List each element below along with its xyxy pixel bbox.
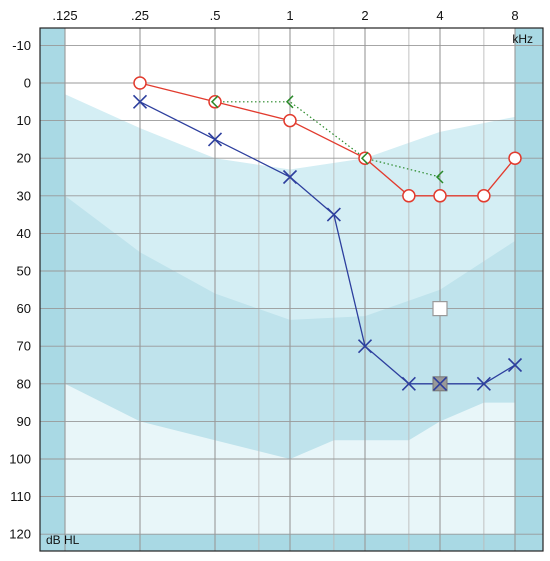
x-marker: [282, 169, 298, 185]
y-tick-labels: -10 0 10 20 30 40 50 60 70 80 90 100 110 120: [9, 38, 31, 542]
side-bands: [40, 28, 543, 551]
y-tick-label: 80: [17, 376, 31, 391]
x-marker: [326, 207, 341, 222]
y-tick-label: 10: [17, 113, 31, 128]
x-tick-label: .125: [52, 8, 77, 23]
x-tick-label: 1: [286, 8, 293, 23]
x-tick-label: 8: [511, 8, 518, 23]
circle-marker: [477, 189, 491, 203]
y-tick-label: 30: [17, 188, 31, 203]
left-side-band: [40, 28, 65, 551]
circle-marker: [133, 76, 147, 90]
series-line-1: [139, 82, 516, 197]
y-tick-label: 40: [17, 226, 31, 241]
y-unit-label: dB HL: [46, 533, 80, 547]
open-square-marker: [432, 301, 448, 317]
x-marker: [357, 339, 373, 354]
data-markers: [132, 76, 523, 392]
x-marker: [132, 94, 148, 109]
circle-marker: [208, 95, 222, 109]
x-tick-label: .5: [210, 8, 221, 23]
x-unit-label: kHz: [512, 32, 533, 46]
y-tick-label: 60: [17, 301, 31, 316]
x-tick-label: 4: [436, 8, 443, 23]
circle-marker: [433, 189, 447, 203]
x-tick-label: 2: [361, 8, 368, 23]
band-4: [40, 534, 543, 551]
y-tick-label: 20: [17, 151, 31, 166]
series-line-3: [215, 101, 441, 178]
bracket-marker: [360, 151, 369, 165]
x-marker: [432, 376, 448, 391]
x-marker: [507, 357, 523, 373]
x-tick-labels: .125 .25 .5 1 2 4 8: [52, 8, 518, 23]
y-tick-label: 120: [9, 527, 31, 542]
bracket-marker: [285, 95, 294, 109]
right-side-band: [515, 28, 543, 551]
bracket-marker: [210, 95, 219, 109]
plot-frame: [39, 27, 544, 552]
y-tick-label: -10: [12, 38, 31, 53]
audiogram-bands: [40, 94, 543, 552]
circle-marker: [508, 151, 522, 165]
y-tick-label: 50: [17, 264, 31, 279]
y-tick-label: 0: [24, 76, 31, 91]
y-tick-label: 70: [17, 339, 31, 354]
x-marker: [401, 376, 416, 391]
x-marker: [476, 376, 491, 391]
circle-marker: [358, 151, 372, 165]
circle-marker: [283, 113, 297, 128]
y-tick-label: 110: [10, 489, 31, 504]
y-tick-label: 90: [17, 414, 31, 429]
circle-marker: [402, 189, 416, 203]
band-3: [40, 383, 543, 551]
x-tick-label: .25: [131, 8, 149, 23]
bracket-marker: [435, 170, 444, 184]
y-tick-label: 100: [9, 452, 31, 467]
x-marker: [207, 132, 223, 147]
